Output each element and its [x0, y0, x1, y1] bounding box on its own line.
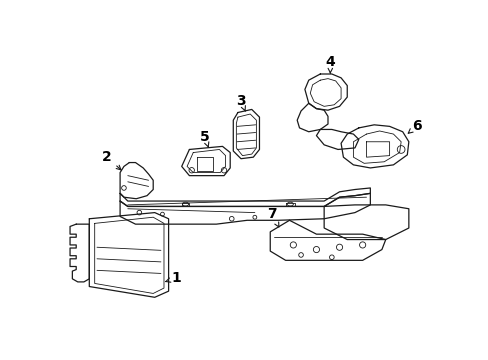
Text: 5: 5: [200, 130, 209, 147]
Text: 2: 2: [102, 150, 121, 170]
Text: 6: 6: [407, 120, 421, 133]
Text: 1: 1: [165, 271, 181, 285]
Text: 4: 4: [325, 55, 334, 73]
Text: 7: 7: [266, 207, 278, 227]
Text: 3: 3: [236, 94, 245, 111]
